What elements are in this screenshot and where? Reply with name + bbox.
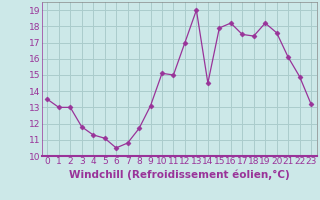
X-axis label: Windchill (Refroidissement éolien,°C): Windchill (Refroidissement éolien,°C) — [69, 169, 290, 180]
